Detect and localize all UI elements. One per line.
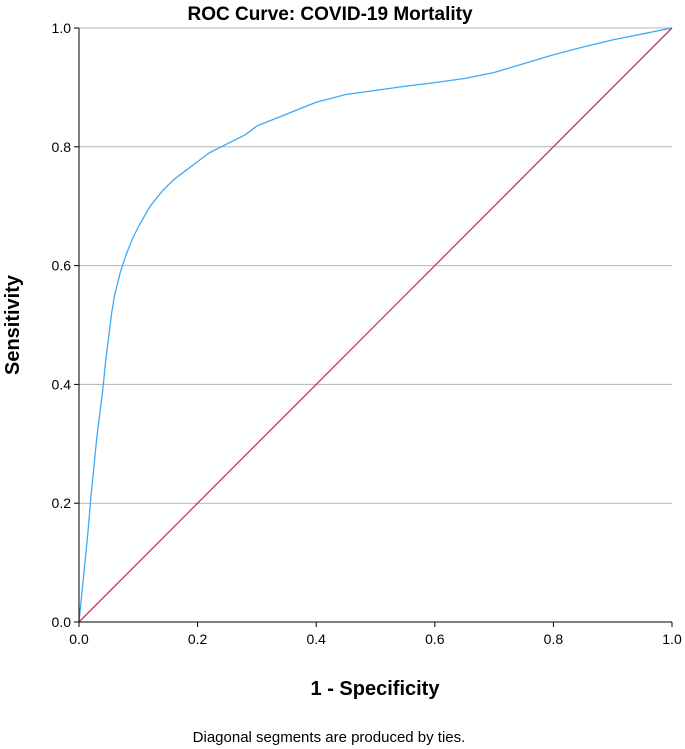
tick-labels: 0.0 0.2 0.4 0.6 0.8 1.0 0.0 0.2 0.4 0.6 0.8 1.0	[52, 20, 682, 647]
x-tick-label-2: 0.4	[306, 631, 326, 647]
grid-lines	[79, 27, 672, 504]
y-tick-label-4: 0.8	[52, 139, 72, 155]
y-tick-label-5: 1.0	[52, 20, 72, 36]
x-tick-label-1: 0.2	[188, 631, 208, 647]
roc-curve-line	[78, 27, 673, 623]
footnote: Diagonal segments are produced by ties.	[193, 729, 466, 746]
y-tick-label-2: 0.4	[52, 376, 72, 392]
y-axis-title: Sensitivity	[2, 274, 24, 375]
x-tick-label-3: 0.6	[425, 631, 445, 647]
reference-diagonal-line	[78, 27, 673, 623]
y-tick-label-3: 0.6	[52, 258, 72, 274]
y-tick-label-1: 0.2	[52, 495, 72, 511]
y-tick-label-0: 0.0	[52, 614, 72, 630]
x-tick-label-0: 0.0	[69, 631, 89, 647]
chart-title: ROC Curve: COVID-19 Mortality	[187, 4, 472, 25]
x-axis-title: 1 - Specificity	[311, 678, 441, 700]
x-tick-label-4: 0.8	[544, 631, 564, 647]
axes-layer	[78, 28, 672, 623]
x-tick-label-5: 1.0	[662, 631, 682, 647]
series-layer	[78, 27, 673, 623]
